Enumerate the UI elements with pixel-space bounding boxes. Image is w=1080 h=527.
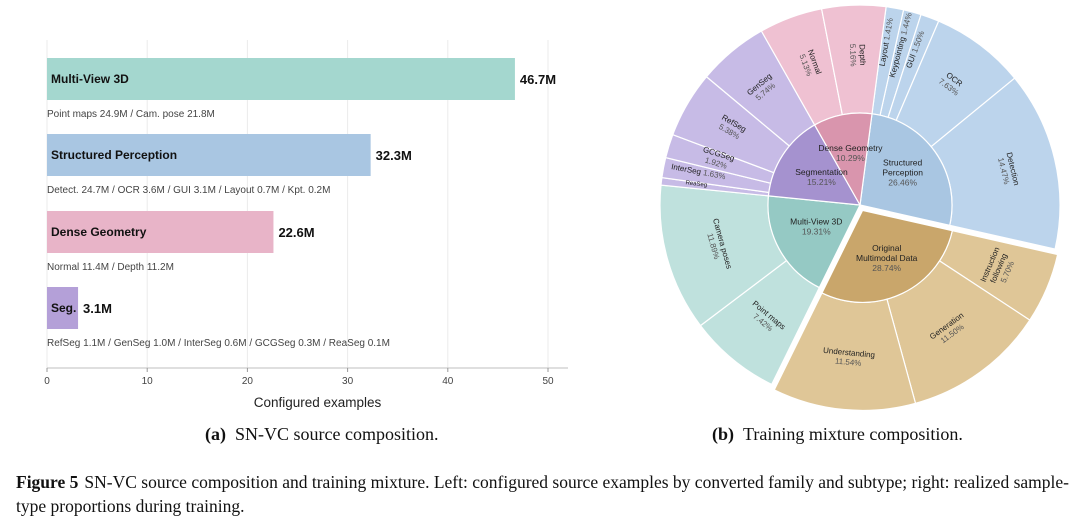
sunburst-inner-label: Structured Perception 26.46% [882, 157, 923, 187]
sunburst-inner-segment [821, 209, 954, 303]
sunburst-inner-label: Segmentation 15.21% [795, 167, 848, 187]
x-tick-label: 20 [242, 376, 254, 387]
sunburst-outer-label: Layout 1.41% [878, 17, 895, 67]
sunburst-inner-segment [859, 113, 953, 227]
bar-sublabel: RefSeg 1.1M / GenSeg 1.0M / InterSeg 0.6… [47, 338, 390, 349]
x-tick-label: 50 [542, 376, 554, 387]
sunburst-inner-label: Original Multimodal Data 28.74% [856, 243, 918, 273]
x-tick-label: 10 [142, 376, 154, 387]
figure-caption-text: SN-VC source composition and training mi… [16, 472, 1069, 516]
bar-category-label: Dense Geometry [51, 225, 147, 239]
bar-category-label: Structured Perception [51, 148, 177, 162]
bar [47, 211, 274, 253]
bar-chart: 0 10 20 30 40 50 Configured examples Multi-View… [44, 40, 568, 410]
sunburst-outer-label: Understanding11.54% [822, 346, 876, 369]
x-tick-label: 0 [44, 376, 50, 387]
sunburst-inner-segment [767, 195, 861, 289]
subcaption-b: (b) Training mixture composition. [712, 424, 963, 445]
subcaption-b-text: Training mixture composition. [743, 424, 963, 444]
bar-value-label: 46.7M [520, 72, 556, 87]
sunburst-outer-label: Depth5.16% [848, 43, 867, 66]
bar [47, 58, 515, 100]
subcaption-b-label: (b) [712, 424, 734, 444]
bar-sublabel: Normal 11.4M / Depth 11.2M [47, 262, 174, 273]
subcaption-a-text: SN-VC source composition. [235, 424, 439, 444]
sunburst-inner-label: Multi-View 3D 19.31% [790, 216, 842, 236]
sunburst-outer-label: ReaSeg [685, 180, 707, 189]
subcaption-a: (a) SN-VC source composition. [205, 424, 438, 445]
bar-value-label: 3.1M [83, 301, 112, 316]
bar [47, 287, 79, 329]
bar [47, 134, 371, 176]
figure-caption-label: Figure 5 [16, 472, 79, 492]
figure-caption: Figure 5 SN-VC source composition and tra… [16, 470, 1071, 518]
sunburst-inner-segment [767, 124, 862, 206]
sunburst-inner-segment [813, 112, 873, 207]
x-tick-label: 30 [342, 376, 354, 387]
subcaption-a-label: (a) [205, 424, 226, 444]
x-axis-label: Configured examples [254, 395, 382, 410]
bar-value-label: 32.3M [376, 148, 412, 163]
bar-sublabel: Detect. 24.7M / OCR 3.6M / GUI 3.1M / La… [47, 185, 330, 196]
sunburst-chart: Structured Perception 26.46% Original Multim… [659, 4, 1061, 412]
bar-value-label: 22.6M [278, 225, 314, 240]
bar-sublabel: Point maps 24.9M / Cam. pose 21.8M [47, 109, 215, 120]
bar-category-label: Multi-View 3D [51, 72, 129, 86]
bar-category-label: Seg. [51, 301, 76, 315]
sunburst-inner-label: Dense Geometry 10.29% [818, 143, 883, 163]
x-tick-label: 40 [442, 376, 454, 387]
